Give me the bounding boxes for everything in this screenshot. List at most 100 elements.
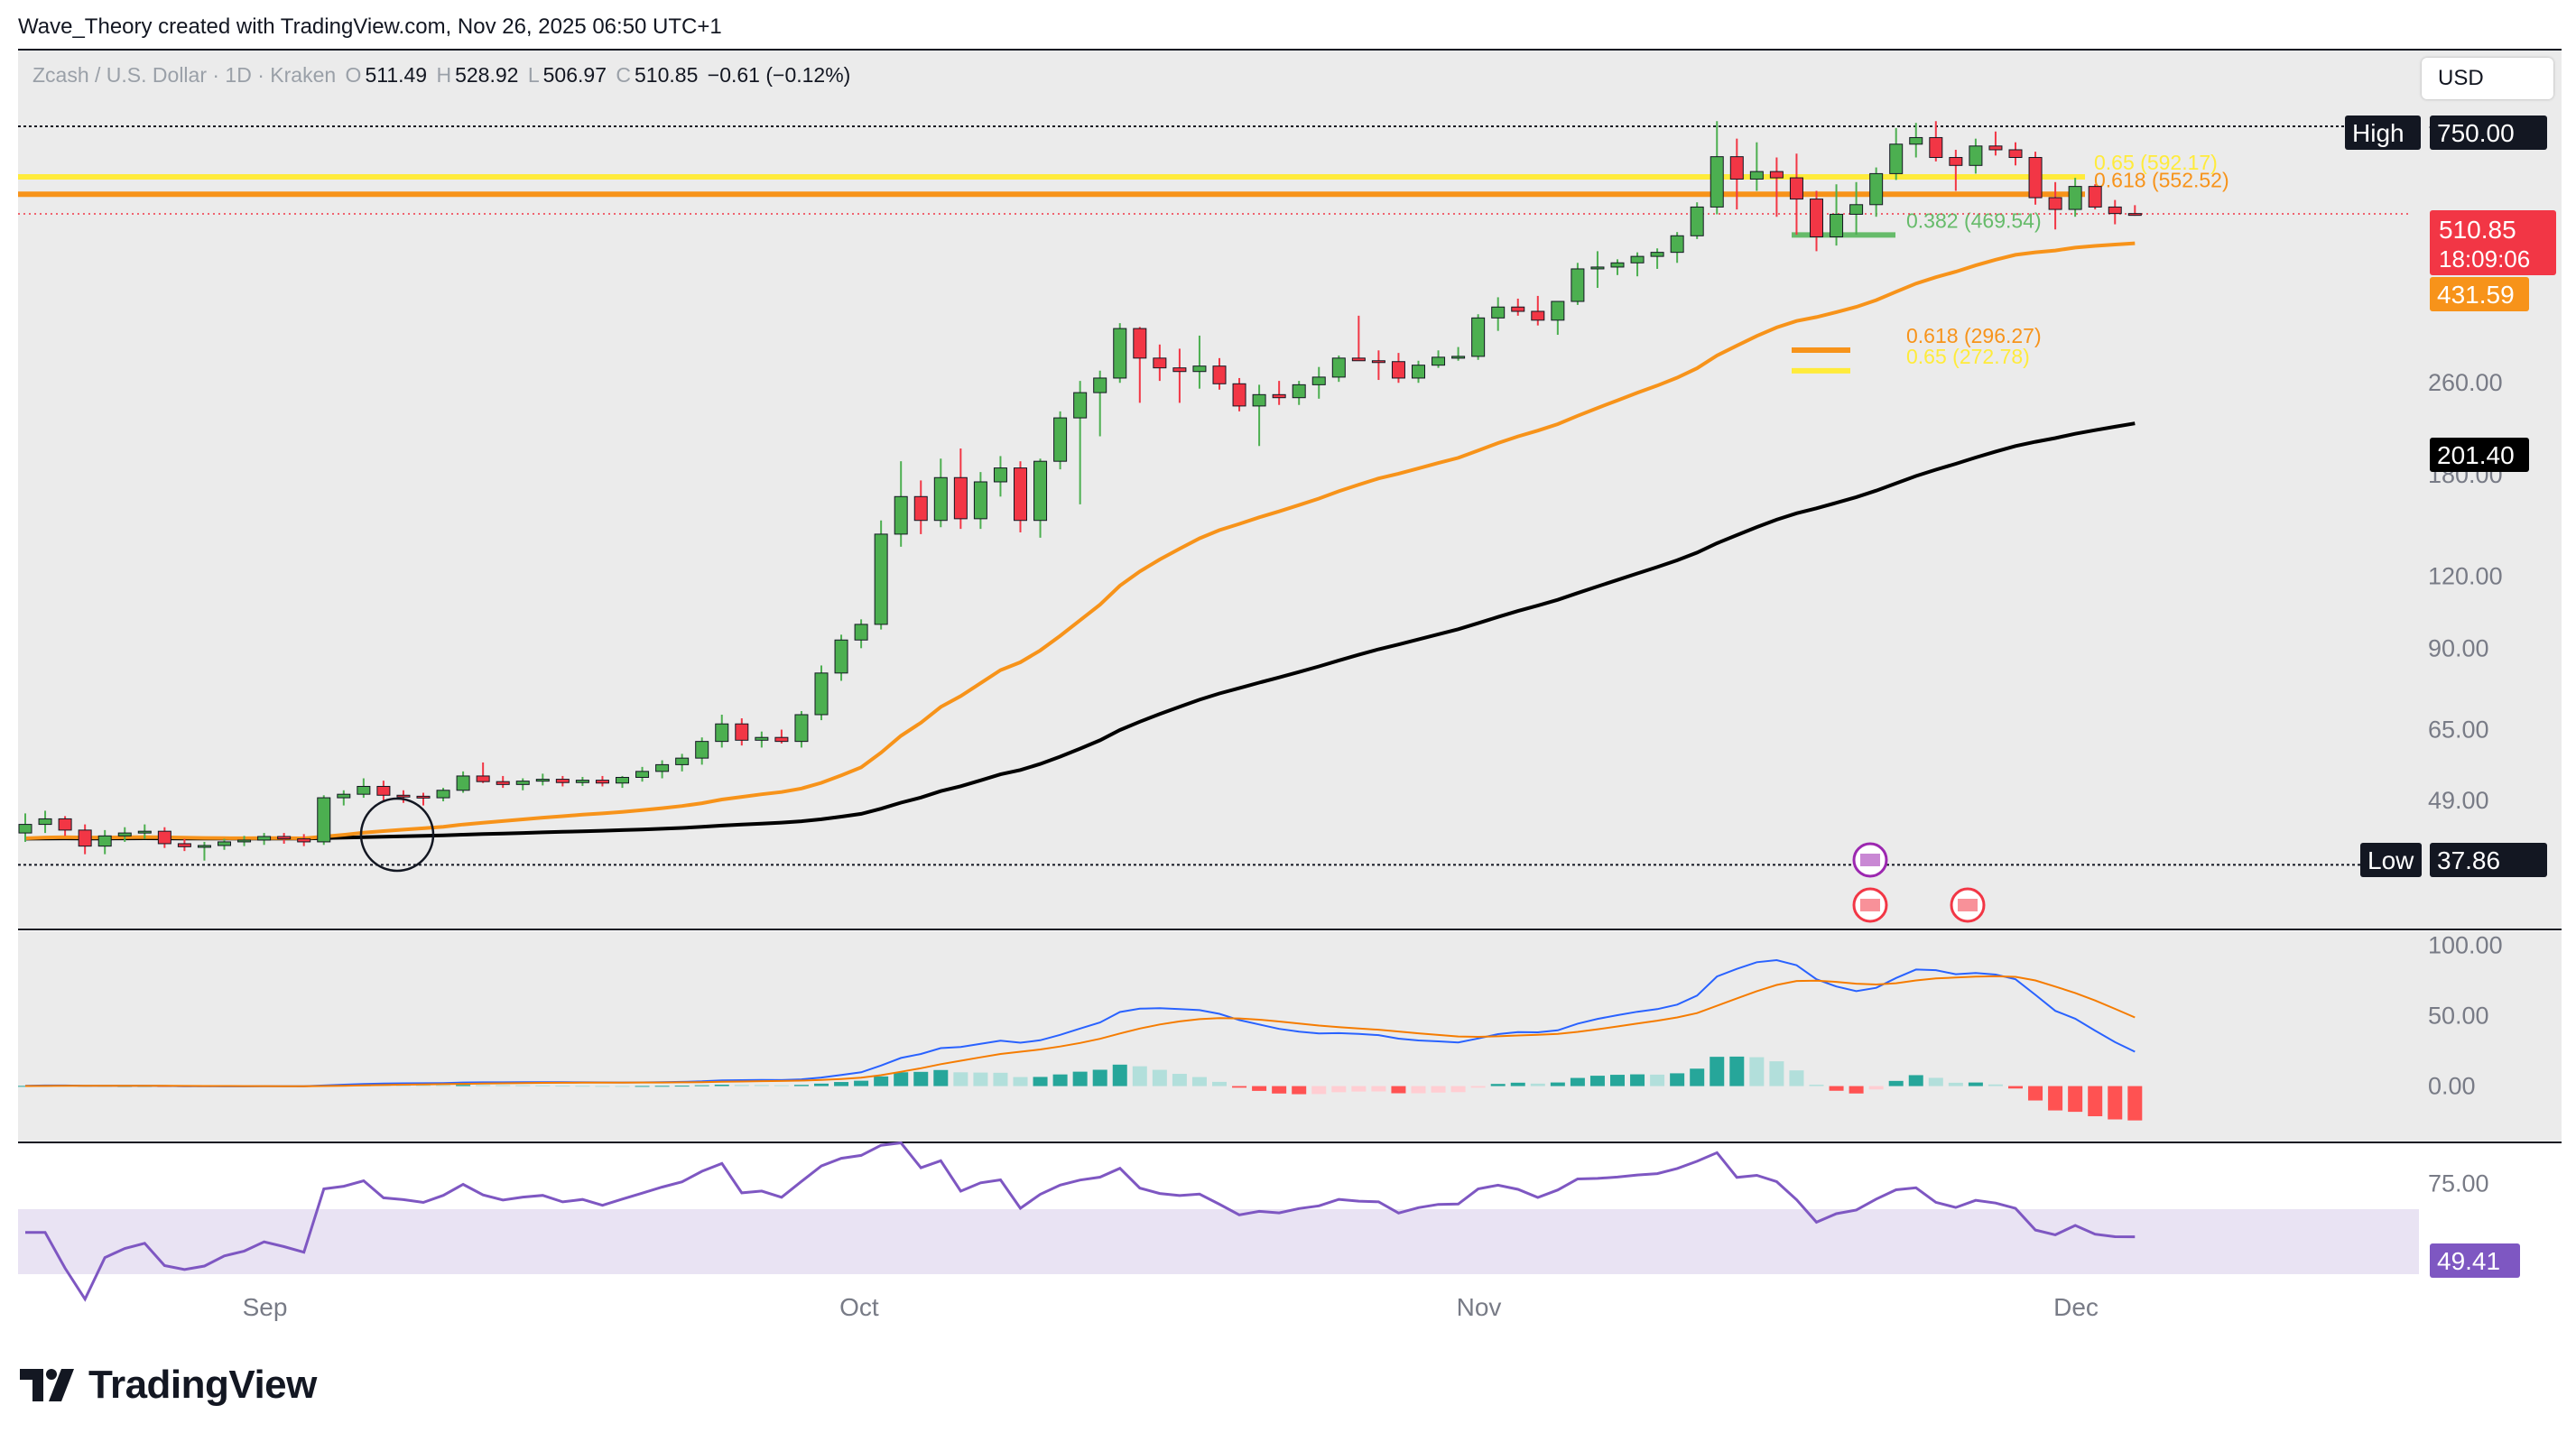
candle-body xyxy=(1491,306,1506,319)
highlight-circle xyxy=(359,797,435,873)
candle-body xyxy=(1311,376,1326,385)
open-value: 511.49 xyxy=(365,63,428,87)
last-price-tag-bg xyxy=(2430,210,2556,275)
candle-body xyxy=(1272,393,1286,399)
macd-histogram-bar xyxy=(1013,1077,1028,1086)
macd-tick-label: 0.00 xyxy=(2428,1073,2476,1100)
macd-histogram-bar xyxy=(1431,1086,1446,1093)
candle-body xyxy=(1451,356,1466,359)
high-tag: High xyxy=(2352,119,2405,147)
candle-body xyxy=(1113,328,1127,379)
candle-body xyxy=(38,818,52,826)
macd-histogram-bar xyxy=(1510,1082,1525,1086)
candle-body xyxy=(575,780,589,783)
candle-body xyxy=(616,776,629,784)
candle-body xyxy=(874,533,888,625)
close-value: 510.85 xyxy=(635,63,699,87)
ema-fast-tag: 431.59 xyxy=(2437,281,2515,309)
macd-pane[interactable] xyxy=(18,931,2562,1142)
macd-histogram-bar xyxy=(1650,1074,1665,1086)
macd-histogram-bar xyxy=(1411,1086,1426,1094)
macd-histogram-bar xyxy=(714,1085,729,1086)
macd-histogram-bar xyxy=(1252,1086,1267,1091)
high-value-tag: 750.00 xyxy=(2437,119,2515,147)
macd-histogram-bar xyxy=(953,1072,968,1086)
macd-histogram-bar xyxy=(2127,1086,2143,1121)
macd-histogram-bar xyxy=(2028,1086,2043,1101)
macd-histogram-bar xyxy=(1908,1075,1923,1086)
candle-body xyxy=(1590,266,1605,270)
candle-body xyxy=(2127,213,2142,217)
candle-body xyxy=(1988,145,2003,151)
tradingview-logo: TradingView xyxy=(20,1363,317,1408)
high-value: 528.92 xyxy=(455,63,519,87)
candle-body xyxy=(396,794,411,798)
rsi-line xyxy=(25,1141,2136,1302)
candle-body xyxy=(2028,157,2043,199)
macd-histogram-bar xyxy=(1829,1086,1844,1091)
candle-body xyxy=(1133,328,1147,359)
macd-histogram-bar xyxy=(2048,1086,2063,1111)
fib-level-label: 0.618 (296.27) xyxy=(1906,324,2042,347)
candle-body xyxy=(1192,365,1207,373)
high-label: H xyxy=(436,63,452,87)
rsi-value-tag-bg xyxy=(2430,1243,2520,1278)
macd-histogram-bar xyxy=(754,1085,769,1086)
candle-body xyxy=(755,736,769,741)
macd-histogram-bar xyxy=(894,1072,909,1086)
macd-histogram-bar xyxy=(1212,1081,1227,1086)
macd-histogram-bar xyxy=(1809,1085,1824,1086)
macd-histogram-bar xyxy=(1789,1070,1804,1086)
macd-histogram-bar xyxy=(854,1080,869,1086)
candle-body xyxy=(973,481,987,520)
macd-histogram-bar xyxy=(1589,1076,1605,1086)
candle-body xyxy=(993,467,1007,483)
currency-button[interactable]: USD xyxy=(2422,58,2553,99)
macd-histogram-bar xyxy=(1868,1086,1884,1090)
macd-histogram-bar xyxy=(1670,1073,1685,1086)
candle-body xyxy=(1252,393,1266,407)
macd-histogram-bar xyxy=(1888,1080,1904,1086)
bar-countdown: 18:09:06 xyxy=(2439,245,2530,273)
macd-histogram-bar xyxy=(1052,1074,1068,1086)
macd-histogram-bar xyxy=(1749,1057,1765,1086)
symbol-label: Zcash / U.S. Dollar · 1D · Kraken xyxy=(32,63,337,87)
rsi-value-tag: 49.41 xyxy=(2437,1247,2500,1275)
low-value: 506.97 xyxy=(542,63,607,87)
macd-histogram-bar xyxy=(1968,1082,1983,1086)
macd-histogram-bar xyxy=(1072,1071,1088,1086)
fib-level-label: 0.65 (592.17) xyxy=(2094,151,2218,174)
candle-body xyxy=(2108,206,2122,215)
candle-body xyxy=(595,780,609,784)
macd-histogram-bar xyxy=(913,1071,929,1086)
macd-histogram-bar xyxy=(2108,1086,2123,1120)
macd-histogram-bar xyxy=(1292,1086,1307,1095)
candle-body xyxy=(1153,357,1167,369)
candle-body xyxy=(933,476,948,522)
candle-body xyxy=(436,790,450,799)
candle-body xyxy=(515,781,530,785)
candle-body xyxy=(913,495,928,522)
candle-body xyxy=(555,779,570,783)
candle-body xyxy=(1909,136,1923,145)
low-label: L xyxy=(527,63,540,87)
candle-body xyxy=(218,841,231,846)
candle-body xyxy=(1391,361,1405,379)
macd-histogram-bar xyxy=(1610,1075,1625,1086)
candle-body xyxy=(1849,204,1864,215)
candle-body xyxy=(18,824,32,834)
candle-body xyxy=(376,785,391,796)
macd-histogram-bar xyxy=(1331,1086,1347,1093)
candle-body xyxy=(1331,357,1346,378)
candle-body xyxy=(317,797,331,843)
candle-body xyxy=(953,476,968,520)
brand-name: TradingView xyxy=(88,1363,317,1407)
macd-histogram-bar xyxy=(1928,1077,1943,1086)
macd-histogram-bar xyxy=(1470,1086,1486,1088)
candle-body xyxy=(357,785,371,795)
candle-body xyxy=(1810,199,1823,237)
candle-body xyxy=(1929,136,1943,159)
candle-body xyxy=(416,795,431,799)
macd-histogram-bar xyxy=(1191,1077,1207,1086)
